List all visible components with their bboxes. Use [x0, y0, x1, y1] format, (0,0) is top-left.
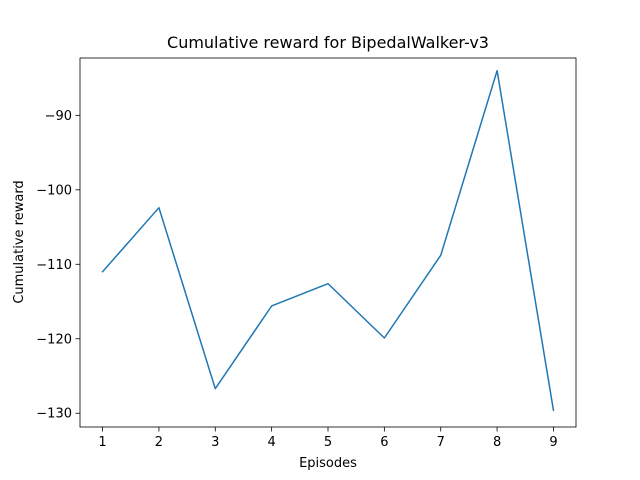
x-tick-label: 5: [324, 435, 332, 450]
x-tick-label: 8: [493, 435, 501, 450]
y-tick-label: −110: [36, 258, 72, 273]
y-axis: −130 −120 −110 −100 −90: [36, 109, 80, 422]
x-tick-label: 2: [155, 435, 163, 450]
x-axis-label: Episodes: [299, 456, 357, 471]
y-tick-label: −130: [36, 407, 72, 422]
x-tick-label: 3: [211, 435, 219, 450]
y-tick-label: −100: [36, 183, 72, 198]
x-tick-label: 7: [437, 435, 445, 450]
series-line-0: [101, 69, 555, 412]
x-tick-label: 1: [98, 435, 106, 450]
y-tick-label: −120: [36, 332, 72, 347]
chart-title: Cumulative reward for BipedalWalker-v3: [167, 33, 489, 52]
x-axis: 1 2 3 4 5 6 7 8 9: [98, 427, 558, 450]
y-axis-label: Cumulative reward: [12, 180, 27, 303]
plot-frame: [79, 57, 577, 428]
y-tick-label: −90: [45, 109, 72, 124]
plot-area: [79, 57, 577, 428]
x-tick-label: 6: [380, 435, 388, 450]
x-tick-label: 4: [267, 435, 275, 450]
x-tick-label: 9: [549, 435, 557, 450]
